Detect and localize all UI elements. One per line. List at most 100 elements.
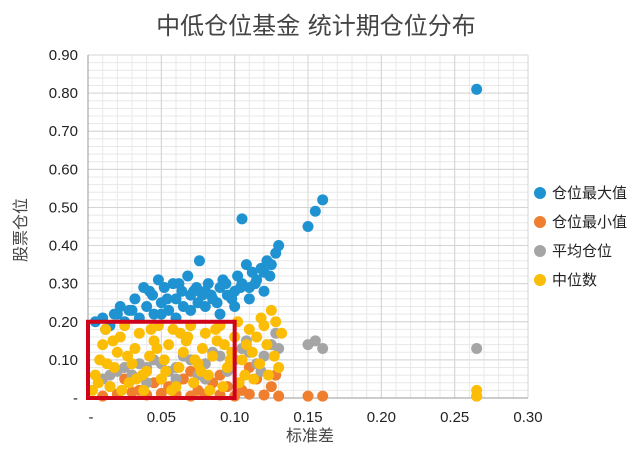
data-point <box>273 362 285 374</box>
data-point <box>133 327 145 339</box>
y-tick-label: - <box>73 390 78 407</box>
data-point <box>207 350 219 362</box>
x-tick-label: 0.10 <box>220 409 249 426</box>
legend-label: 仓位最小值 <box>552 213 627 231</box>
y-tick-label: 0.70 <box>49 123 78 140</box>
data-point <box>185 304 197 316</box>
data-point <box>193 255 205 267</box>
y-tick-label: 0.60 <box>49 161 78 178</box>
data-point <box>189 354 201 366</box>
data-point <box>317 390 329 402</box>
data-point <box>129 342 141 354</box>
data-point <box>273 390 285 402</box>
data-point <box>258 389 270 401</box>
data-point <box>122 350 134 362</box>
data-point <box>204 384 216 396</box>
data-point <box>243 293 255 305</box>
data-point <box>471 390 483 402</box>
data-point <box>236 354 248 366</box>
data-point <box>158 281 170 293</box>
x-axis-label: 标准差 <box>286 426 334 445</box>
data-point <box>268 350 280 362</box>
data-point <box>262 369 274 381</box>
data-point <box>199 301 211 313</box>
data-point <box>210 323 222 335</box>
data-point <box>261 255 273 267</box>
snowball-logo-icon <box>444 423 462 441</box>
data-point <box>317 194 329 206</box>
data-point <box>258 285 270 297</box>
data-point <box>130 373 142 385</box>
data-point <box>217 381 229 393</box>
legend-label: 平均仓位 <box>552 242 612 260</box>
data-point <box>155 308 167 320</box>
data-point <box>302 221 314 232</box>
data-point <box>107 335 119 347</box>
data-point <box>177 346 189 358</box>
legend-label: 中位数 <box>552 271 597 289</box>
data-point <box>235 281 247 293</box>
data-point <box>147 289 159 301</box>
data-point <box>145 323 157 335</box>
data-point <box>151 342 163 354</box>
data-point <box>246 346 258 358</box>
data-point <box>243 323 255 335</box>
data-point <box>214 308 226 320</box>
data-point <box>471 342 483 354</box>
highlight-box <box>86 319 237 400</box>
y-tick-label: 0.90 <box>49 47 78 64</box>
data-point <box>141 301 153 313</box>
x-tick-label: 0.05 <box>147 409 176 426</box>
data-point <box>123 304 135 316</box>
data-point <box>205 289 217 301</box>
legend-marker <box>534 216 546 228</box>
y-tick-label: 0.10 <box>49 352 78 369</box>
data-point <box>255 262 267 274</box>
data-point <box>144 350 156 362</box>
data-point <box>167 278 179 290</box>
data-point <box>265 304 277 316</box>
data-point <box>101 358 113 370</box>
x-tick-label: - <box>89 409 94 426</box>
data-point <box>100 323 112 335</box>
data-point <box>158 354 170 366</box>
data-point <box>276 327 288 339</box>
legend-marker <box>534 245 546 257</box>
data-point <box>92 377 104 389</box>
legend-marker <box>534 187 546 199</box>
data-points <box>86 83 483 402</box>
y-tick-label: 0.50 <box>49 199 78 216</box>
data-point <box>239 369 251 381</box>
data-point <box>170 293 182 305</box>
y-tick-label: 0.40 <box>49 238 78 255</box>
data-point <box>309 335 321 347</box>
data-point <box>176 285 188 297</box>
data-point <box>174 327 186 339</box>
x-tick-label: 0.30 <box>513 409 542 426</box>
data-point <box>114 301 126 313</box>
data-point <box>129 293 141 305</box>
legend-marker <box>534 274 546 286</box>
data-point <box>317 342 329 354</box>
data-point <box>104 381 116 393</box>
data-point <box>138 281 150 293</box>
legend-label: 仓位最大值 <box>552 184 627 202</box>
data-point <box>202 278 214 290</box>
data-point <box>161 293 173 305</box>
data-point <box>232 270 244 282</box>
grid-lines <box>87 54 529 399</box>
data-point <box>240 259 252 271</box>
data-point <box>173 362 185 374</box>
y-tick-label: 0.30 <box>49 276 78 293</box>
data-point <box>251 331 263 343</box>
data-point <box>248 373 260 385</box>
data-point <box>180 335 192 347</box>
data-point <box>166 384 178 396</box>
x-tick-label: 0.20 <box>367 409 396 426</box>
data-point <box>264 270 276 282</box>
data-point <box>111 346 123 358</box>
data-point <box>152 274 164 286</box>
data-point <box>471 83 483 95</box>
data-point <box>246 266 258 278</box>
